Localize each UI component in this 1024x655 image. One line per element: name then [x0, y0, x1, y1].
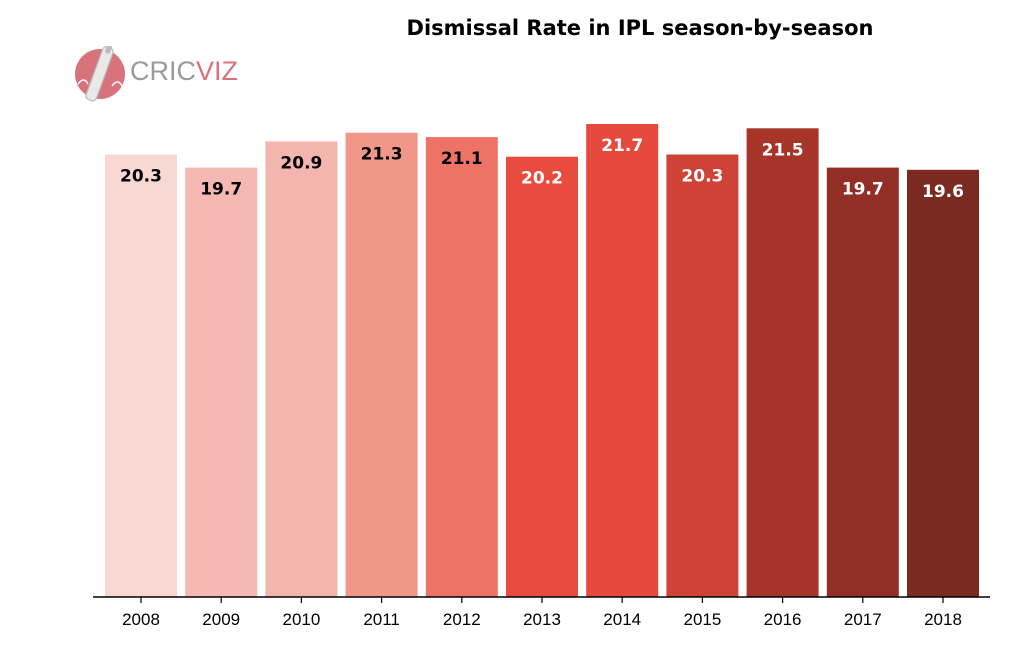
chart-title: Dismissal Rate in IPL season-by-season: [406, 16, 874, 40]
bar-2012: [425, 137, 498, 597]
x-tick-label-2014: 2014: [603, 610, 641, 629]
x-tick-label-2017: 2017: [844, 610, 882, 629]
x-tick-label-2008: 2008: [122, 610, 160, 629]
x-tick-label-2010: 2010: [282, 610, 320, 629]
bar-2016: [746, 128, 819, 598]
bar-2017: [826, 167, 899, 597]
x-tick-label-2015: 2015: [683, 610, 721, 629]
bar-2014: [586, 124, 659, 597]
brand-part-cric: CRIC: [130, 56, 196, 86]
cricviz-logo: CRICVIZ: [74, 41, 238, 106]
bar-2011: [345, 132, 418, 597]
data-label-2012: 21.1: [441, 149, 483, 169]
brand-part-viz: VIZ: [196, 56, 239, 86]
data-label-2016: 21.5: [762, 140, 804, 160]
data-label-2010: 20.9: [280, 153, 322, 173]
x-tick-label-2013: 2013: [523, 610, 561, 629]
x-tick-label-2016: 2016: [764, 610, 802, 629]
x-tick-label-2012: 2012: [443, 610, 481, 629]
bar-2018: [907, 169, 979, 598]
bar-2008: [105, 154, 177, 597]
bar-2013: [506, 156, 578, 597]
x-tick-label-2018: 2018: [924, 610, 962, 629]
x-axis: 2008 2009 2010 2011 2012 2013 2014 2015 2016 2017…: [93, 596, 990, 629]
data-label-2011: 21.3: [361, 145, 403, 165]
data-label-2017: 19.7: [842, 180, 884, 200]
data-label-2008: 20.3: [120, 167, 162, 187]
data-label-2014: 21.7: [601, 136, 643, 156]
x-tick-label-2011: 2011: [363, 610, 400, 629]
bar-2015: [666, 154, 739, 597]
x-tick-label-2009: 2009: [202, 610, 240, 629]
data-label-2015: 20.3: [681, 167, 723, 187]
cricket-bat-ball-icon: [75, 41, 125, 102]
bar-2010: [265, 141, 338, 597]
data-label-2009: 19.7: [200, 180, 242, 200]
data-label-2013: 20.2: [521, 169, 563, 189]
bars-layer: 20.3 19.7 20.9 21.3 21.1 20.2 21.7 20.3 21.5 19.7…: [105, 124, 979, 598]
data-label-2018: 19.6: [922, 182, 964, 202]
bar-2009: [185, 167, 258, 597]
cricviz-wordmark: CRICVIZ: [130, 56, 238, 87]
